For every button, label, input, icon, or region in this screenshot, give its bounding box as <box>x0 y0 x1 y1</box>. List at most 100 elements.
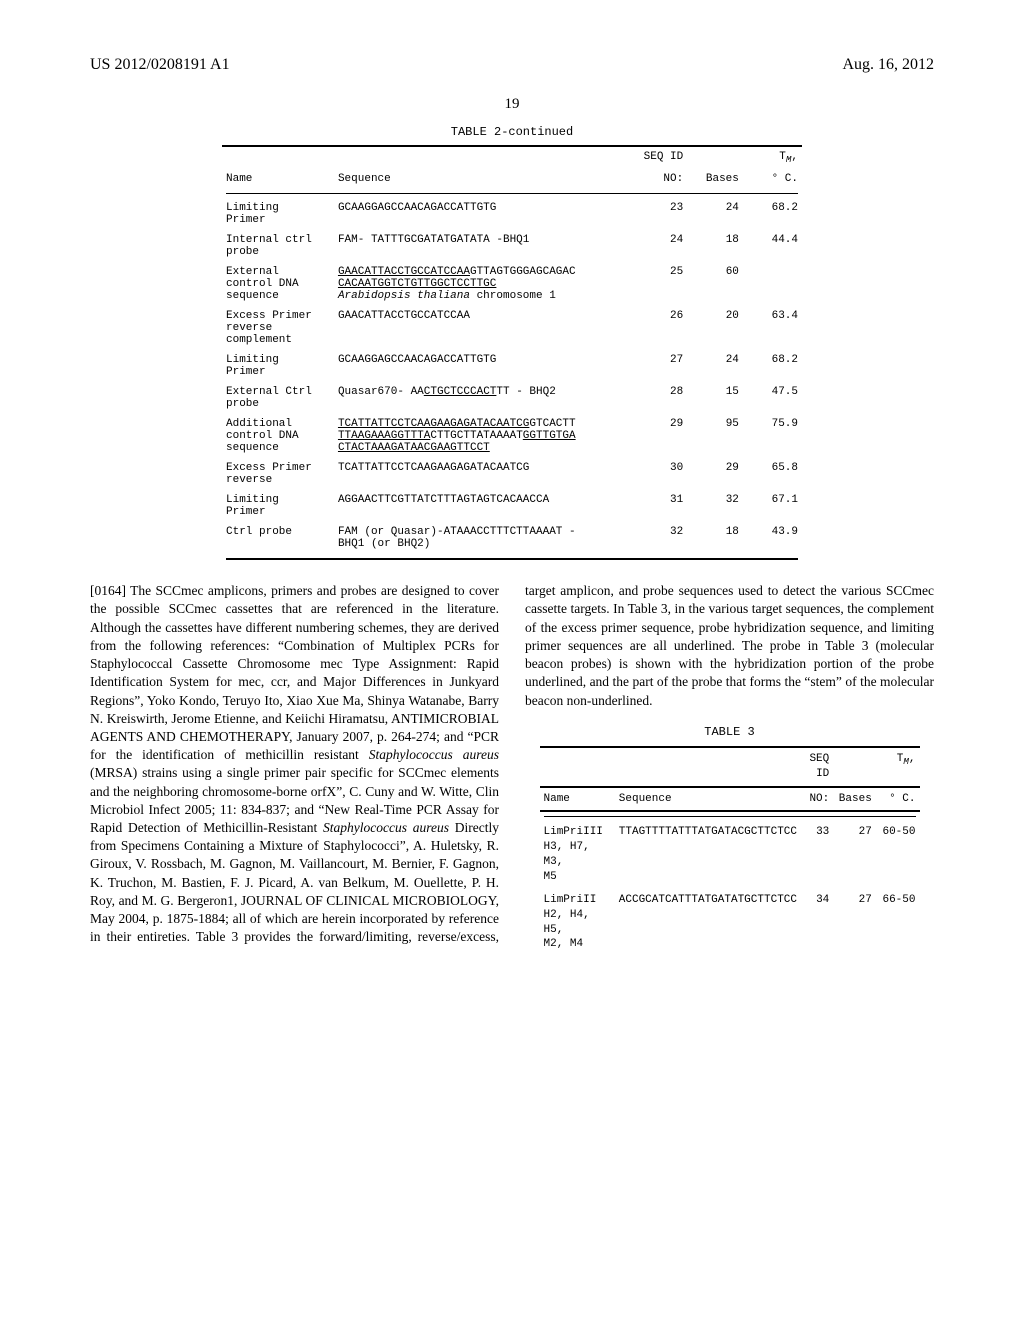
row-sequence: TCATTATTCCTCAAGAAGAGATACAATCGGTCACTTTTAA… <box>334 414 633 458</box>
table3: SEQ ID TM, Name Sequence NO: Bases ° C. … <box>540 746 920 956</box>
row-seqid: 32 <box>633 522 687 554</box>
row-seqid: 29 <box>633 414 687 458</box>
row-name: Excess Primerreverse <box>222 458 334 490</box>
table-row: Ctrl probeFAM (or Quasar)-ATAAACCTTTCTTA… <box>222 522 802 554</box>
row-sequence: FAM- TATTTGCGATATGATATA -BHQ1 <box>334 230 633 262</box>
row-name: LimitingPrimer <box>222 350 334 382</box>
row-bases: 29 <box>687 458 743 490</box>
table-row: Additionalcontrol DNAsequenceTCATTATTCCT… <box>222 414 802 458</box>
row-seqid: 34 <box>801 889 833 956</box>
table3-col-seqid2: NO: <box>801 787 833 812</box>
para164-c: tion of Methicillin-Resistant <box>159 820 323 835</box>
table2-col-tm2: ° C. <box>743 169 802 189</box>
table3-col-name: Name <box>540 787 615 812</box>
row-tm: 63.4 <box>743 306 802 350</box>
table3-col-seqid: SEQ ID <box>801 747 833 787</box>
publication-number: US 2012/0208191 A1 <box>90 56 230 74</box>
table-row: LimPriIIH2, H4, H5,M2, M4ACCGCATCATTTATG… <box>540 889 920 956</box>
table3-col-bases: Bases <box>833 787 876 812</box>
table2-col-seqid: SEQ ID <box>633 146 687 169</box>
table3-col-tm: TM, <box>876 747 920 787</box>
row-bases: 24 <box>687 198 743 230</box>
table-row: Externalcontrol DNAsequenceGAACATTACCTGC… <box>222 262 802 306</box>
row-seqid: 26 <box>633 306 687 350</box>
row-sequence: GCAAGGAGCCAACAGACCATTGTG <box>334 198 633 230</box>
row-seqid: 24 <box>633 230 687 262</box>
table-row: LimitingPrimerGCAAGGAGCCAACAGACCATTGTG23… <box>222 198 802 230</box>
table2-col-bases: Bases <box>687 169 743 189</box>
row-tm: 60-50 <box>876 821 920 888</box>
table-row: External CtrlprobeQuasar670- AACTGCTCCCA… <box>222 382 802 414</box>
row-sequence: GCAAGGAGCCAACAGACCATTGTG <box>334 350 633 382</box>
publication-date: Aug. 16, 2012 <box>842 56 934 74</box>
row-sequence: TCATTATTCCTCAAGAAGAGATACAATCG <box>334 458 633 490</box>
table-row: LimitingPrimerGCAAGGAGCCAACAGACCATTGTG27… <box>222 350 802 382</box>
row-seqid: 33 <box>801 821 833 888</box>
row-seqid: 28 <box>633 382 687 414</box>
row-name: Ctrl probe <box>222 522 334 554</box>
row-tm: 68.2 <box>743 350 802 382</box>
table-row: LimPriIIIH3, H7, M3,M5TTAGTTTTATTTATGATA… <box>540 821 920 888</box>
row-bases: 20 <box>687 306 743 350</box>
row-name: External Ctrlprobe <box>222 382 334 414</box>
table3-col-tm2: ° C. <box>876 787 920 812</box>
row-sequence: GAACATTACCTGCCATCCAAGTTAGTGGGAGCAGACCACA… <box>334 262 633 306</box>
row-name: Additionalcontrol DNAsequence <box>222 414 334 458</box>
row-bases: 95 <box>687 414 743 458</box>
row-seqid: 31 <box>633 490 687 522</box>
row-tm: 65.8 <box>743 458 802 490</box>
table3-col-seq: Sequence <box>615 787 801 812</box>
patent-page: US 2012/0208191 A1 Aug. 16, 2012 19 TABL… <box>0 0 1024 1320</box>
table2: SEQ ID TM, Name Sequence NO: Bases ° C. … <box>222 145 802 564</box>
para164-ital1: Staphylococcus aureus <box>369 747 499 762</box>
table3-caption: TABLE 3 <box>525 724 934 740</box>
table2-col-tm: TM, <box>743 146 802 169</box>
table2-col-name: Name <box>222 169 334 189</box>
row-bases: 15 <box>687 382 743 414</box>
row-seqid: 23 <box>633 198 687 230</box>
table-row: Excess PrimerreversecomplementGAACATTACC… <box>222 306 802 350</box>
running-header: US 2012/0208191 A1 Aug. 16, 2012 <box>90 56 934 74</box>
row-bases: 60 <box>687 262 743 306</box>
row-sequence: FAM (or Quasar)-ATAAACCTTTCTTAAAAT -BHQ1… <box>334 522 633 554</box>
row-name: LimitingPrimer <box>222 198 334 230</box>
row-seqid: 27 <box>633 350 687 382</box>
row-tm: 47.5 <box>743 382 802 414</box>
row-tm: 68.2 <box>743 198 802 230</box>
table2-caption: TABLE 2-continued <box>90 125 934 139</box>
row-name: LimitingPrimer <box>222 490 334 522</box>
row-bases: 18 <box>687 522 743 554</box>
table3-wrapper: TABLE 3 SEQ ID TM, Name Sequence NO: Bas <box>525 724 934 956</box>
body-text: [0164] The SCCmec amplicons, primers and… <box>90 582 934 956</box>
row-seqid: 30 <box>633 458 687 490</box>
row-name: Internal ctrlprobe <box>222 230 334 262</box>
row-tm: 67.1 <box>743 490 802 522</box>
row-bases: 27 <box>833 889 876 956</box>
row-tm <box>743 262 802 306</box>
row-sequence: AGGAACTTCGTTATCTTTAGTAGTCACAACCA <box>334 490 633 522</box>
row-name: LimPriIIH2, H4, H5,M2, M4 <box>540 889 615 956</box>
row-tm: 43.9 <box>743 522 802 554</box>
page-number: 19 <box>90 96 934 113</box>
table2-col-seqid2: NO: <box>633 169 687 189</box>
row-seqid: 25 <box>633 262 687 306</box>
table-row: Internal ctrlprobeFAM- TATTTGCGATATGATAT… <box>222 230 802 262</box>
row-tm: 66-50 <box>876 889 920 956</box>
table-row: LimitingPrimerAGGAACTTCGTTATCTTTAGTAGTCA… <box>222 490 802 522</box>
row-sequence: GAACATTACCTGCCATCCAA <box>334 306 633 350</box>
row-bases: 24 <box>687 350 743 382</box>
para164-ital2: Staphylococcus aureus <box>323 820 449 835</box>
table-row: Excess PrimerreverseTCATTATTCCTCAAGAAGAG… <box>222 458 802 490</box>
table2-col-sequence: Sequence <box>334 169 633 189</box>
row-name: LimPriIIIH3, H7, M3,M5 <box>540 821 615 888</box>
row-tm: 44.4 <box>743 230 802 262</box>
row-name: Externalcontrol DNAsequence <box>222 262 334 306</box>
row-tm: 75.9 <box>743 414 802 458</box>
row-sequence: TTAGTTTTATTTATGATACGCTTCTCC <box>615 821 801 888</box>
row-name: Excess Primerreversecomplement <box>222 306 334 350</box>
row-sequence: Quasar670- AACTGCTCCCACTTT - BHQ2 <box>334 382 633 414</box>
row-bases: 18 <box>687 230 743 262</box>
row-sequence: ACCGCATCATTTATGATATGCTTCTCC <box>615 889 801 956</box>
row-bases: 32 <box>687 490 743 522</box>
row-bases: 27 <box>833 821 876 888</box>
